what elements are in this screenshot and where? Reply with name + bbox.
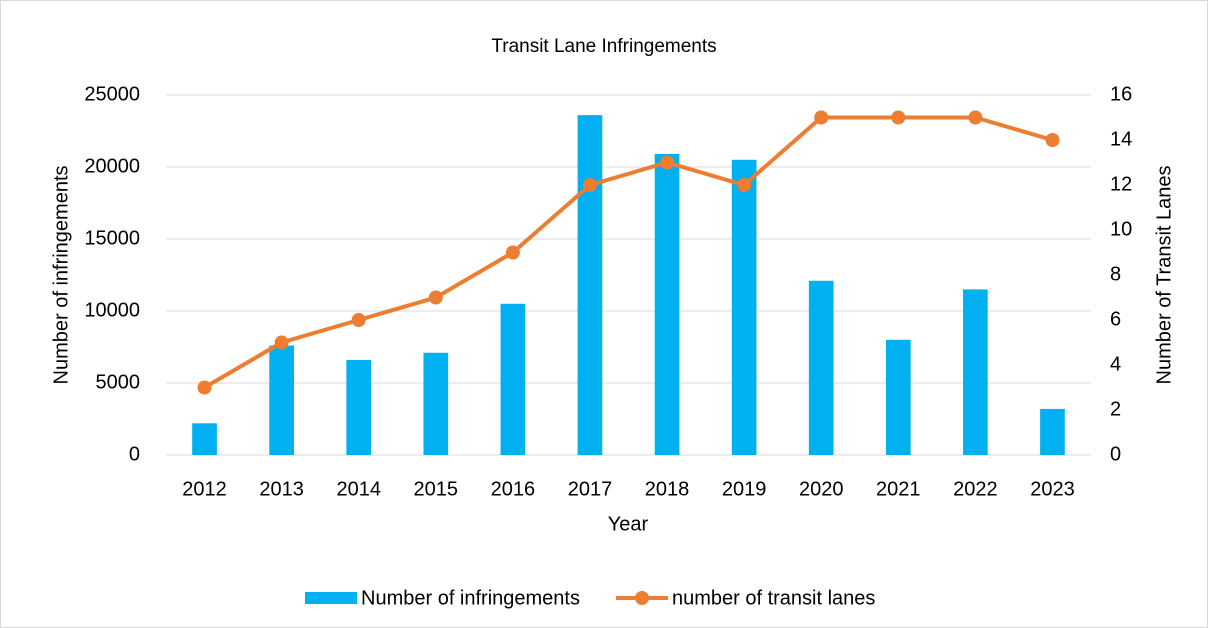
line <box>203 115 1054 390</box>
x-tick-label: 2014 <box>336 478 381 500</box>
line-marker <box>891 110 906 125</box>
y2-tick-label: 10 <box>1110 218 1132 240</box>
y2-axis-label: Number of Transit Lanes <box>1153 166 1175 385</box>
y-tick-label: 15000 <box>84 227 140 249</box>
bar <box>731 159 757 456</box>
line-marker <box>582 178 597 192</box>
bar <box>808 280 834 455</box>
y2-tick-label: 12 <box>1110 173 1132 195</box>
bar <box>192 423 217 455</box>
y-axis-label: Number of infringements <box>50 166 72 385</box>
line-marker <box>737 178 752 192</box>
x-tick-label: 2020 <box>799 478 844 500</box>
y-tick-label: 10000 <box>84 299 140 321</box>
y2-tick-label: 6 <box>1110 308 1121 330</box>
x-tick-label: 2022 <box>953 478 998 500</box>
bar <box>423 352 449 455</box>
y-tick-label: 5000 <box>96 371 141 393</box>
legend-swatch <box>305 592 357 604</box>
bar <box>654 154 680 456</box>
x-axis-label: Year <box>608 513 649 535</box>
x-tick-label: 2019 <box>722 478 767 500</box>
x-tick-label: 2023 <box>1030 478 1075 500</box>
bar <box>885 339 911 455</box>
y2-tick-label: 4 <box>1110 353 1121 375</box>
bar <box>577 115 603 455</box>
y-tick-label: 25000 <box>84 83 140 105</box>
bar <box>963 289 988 455</box>
bar <box>269 345 294 455</box>
x-tick-label: 2012 <box>182 478 227 500</box>
line-marker <box>197 380 212 395</box>
line-marker <box>505 245 520 260</box>
y-tick-label: 0 <box>129 443 140 465</box>
x-tick-label: 2017 <box>568 478 613 500</box>
bar <box>346 359 372 455</box>
x-tick-label: 2018 <box>645 478 690 500</box>
line-marker <box>814 110 829 125</box>
line-marker <box>274 335 289 350</box>
y2-tick-label: 8 <box>1110 263 1121 285</box>
chart-title: Transit Lane Infringements <box>491 36 716 57</box>
line-marker <box>660 155 675 170</box>
y2-tick-label: 0 <box>1110 443 1121 465</box>
y2-tick-label: 14 <box>1110 128 1132 150</box>
y2-tick-label: 16 <box>1110 83 1132 105</box>
line-marker <box>968 110 983 125</box>
legend-swatch <box>634 591 649 605</box>
line-marker <box>428 290 443 305</box>
y2-tick-label: 2 <box>1110 398 1121 420</box>
x-tick-label: 2013 <box>259 478 304 500</box>
bar <box>1040 408 1065 455</box>
x-tick-label: 2016 <box>491 478 536 500</box>
bar <box>500 303 526 455</box>
x-tick-label: 2015 <box>414 478 459 500</box>
y-tick-label: 20000 <box>84 155 140 177</box>
legend-label: number of transit lanes <box>672 587 875 609</box>
legend-label: Number of infringements <box>361 587 580 609</box>
line-marker <box>1045 133 1060 147</box>
line-marker <box>351 313 366 327</box>
x-tick-label: 2021 <box>876 478 921 500</box>
